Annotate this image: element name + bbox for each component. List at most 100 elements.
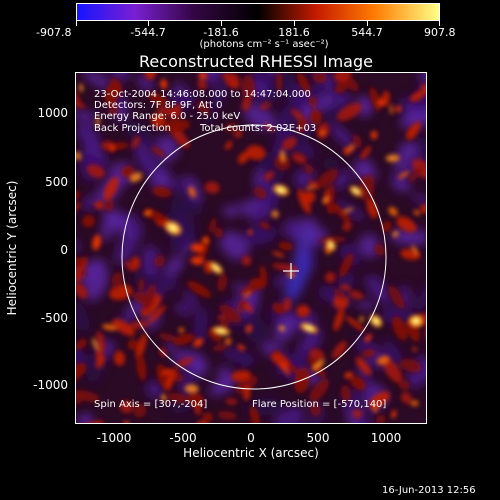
- colorbar-label: 181.6: [278, 26, 310, 39]
- heatmap-positive-blob: [129, 320, 148, 329]
- heatmap-negative-blob: [277, 104, 295, 131]
- colorbar-label: 544.7: [351, 26, 383, 39]
- heatmap-positive-blob: [396, 216, 417, 233]
- heatmap-positive-blob: [82, 214, 95, 228]
- heatmap-positive-blob: [381, 220, 392, 233]
- heatmap-hot-blob: [322, 196, 330, 204]
- x-tick-label: 1000: [370, 431, 402, 445]
- heatmap-negative-blob: [358, 234, 381, 259]
- heatmap-hot-blob: [278, 325, 286, 332]
- heatmap-positive-blob: [76, 283, 88, 299]
- heatmap-hot-blob: [397, 171, 410, 179]
- heatmap-positive-blob: [158, 333, 177, 342]
- heatmap-negative-blob: [414, 356, 426, 383]
- heatmap-hot-blob: [388, 206, 398, 217]
- heatmap-positive-blob: [194, 404, 201, 416]
- heatmap-positive-blob: [235, 375, 258, 394]
- heatmap-positive-blob: [217, 411, 237, 420]
- heatmap-positive-blob: [340, 384, 351, 403]
- heatmap-positive-blob: [334, 73, 352, 83]
- heatmap-hot-blob: [342, 207, 354, 213]
- heatmap-positive-blob: [241, 97, 251, 111]
- heatmap-negative-blob: [352, 158, 373, 177]
- heatmap-peak-core: [216, 328, 226, 334]
- heatmap-peak-core: [168, 224, 178, 232]
- heatmap-positive-blob: [103, 176, 119, 201]
- y-tick-label: 500: [45, 175, 68, 189]
- heatmap-negative-blob: [140, 245, 162, 277]
- heatmap-positive-blob: [274, 155, 291, 171]
- heatmap-positive-blob: [154, 255, 165, 267]
- heatmap-negative-blob: [103, 208, 130, 231]
- spin-axis-crosshair: [283, 263, 299, 279]
- heatmap-positive-blob: [104, 199, 114, 212]
- heatmap-positive-blob: [282, 297, 292, 312]
- colorbar: [76, 3, 440, 21]
- heatmap-hot-blob: [202, 237, 210, 244]
- heatmap-peak-core: [304, 325, 314, 331]
- heatmap-hot-blob: [343, 147, 351, 155]
- heatmap-positive-blob: [170, 126, 190, 149]
- heatmap-negative-blob: [381, 307, 413, 325]
- heatmap-negative-blob: [358, 412, 375, 423]
- heatmap-positive-blob: [124, 260, 137, 272]
- heatmap-hot-blob: [198, 73, 208, 80]
- heatmap-negative-blob: [76, 121, 97, 144]
- heatmap-negative-blob: [298, 413, 327, 423]
- heatmap-hot-blob: [109, 144, 115, 152]
- heatmap-negative-blob: [134, 139, 156, 177]
- solar-limb-circle: [121, 124, 387, 390]
- heatmap-negative-blob: [86, 374, 102, 384]
- colorbar-tick: [221, 21, 222, 26]
- heatmap-negative-blob: [243, 103, 276, 130]
- info-energy-range: Energy Range: 6.0 - 25.0 keV: [94, 111, 241, 122]
- heatmap-peak-core: [372, 317, 380, 325]
- heatmap-hot-blob: [319, 130, 326, 136]
- heatmap-negative-blob: [327, 121, 357, 150]
- heatmap-positive-blob: [176, 357, 194, 368]
- heatmap-positive-blob: [76, 256, 83, 267]
- heatmap-positive-blob: [231, 370, 251, 382]
- heatmap-peak-layer: [76, 73, 423, 423]
- heatmap-negative-blob: [174, 303, 191, 316]
- heatmap-negative-blob: [273, 407, 305, 423]
- heatmap-positive-blob: [112, 318, 136, 337]
- heatmap-negative-blob: [243, 225, 277, 245]
- heatmap-positive-blob: [398, 380, 411, 390]
- info-time-range: 23-Oct-2004 14:46:08.000 to 14:47:04.000: [94, 89, 311, 100]
- image-plot[interactable]: [75, 72, 427, 424]
- heatmap-negative-blob: [222, 205, 240, 217]
- colorbar-tick: [294, 21, 295, 26]
- heatmap-positive-blob: [224, 140, 233, 150]
- heatmap-hot-blob: [385, 154, 400, 162]
- heatmap-hot-blob: [218, 315, 224, 320]
- heatmap-positive-blob: [76, 362, 87, 383]
- heatmap-positive-blob: [304, 164, 314, 174]
- image-title: Reconstructed RHESSI Image: [139, 52, 373, 71]
- heatmap-positive-blob: [408, 167, 422, 183]
- heatmap-negative-blob: [175, 182, 189, 195]
- heatmap-positive-blob: [369, 87, 381, 112]
- heatmap-hot-blob: [161, 394, 167, 402]
- heatmap-positive-blob: [302, 190, 316, 204]
- heatmap-positive-blob: [236, 299, 248, 313]
- heatmap-positive-blob: [249, 277, 266, 289]
- heatmap-negative-blob: [383, 339, 404, 370]
- render-timestamp: 16-Jun-2013 12:56: [382, 485, 476, 496]
- heatmap-positive-blob: [361, 349, 376, 358]
- heatmap-positive-blob: [309, 348, 325, 361]
- heatmap-negative-blob: [273, 123, 290, 161]
- heatmap-positive-blob: [308, 179, 320, 190]
- heatmap-hot-blob: [279, 149, 286, 164]
- heatmap-hot-blob: [190, 243, 205, 253]
- heatmap-positive-blob: [217, 274, 228, 292]
- heatmap-positive-blob: [339, 252, 354, 277]
- heatmap-positive-blob: [242, 255, 252, 267]
- heatmap-negative-blob: [211, 79, 229, 110]
- heatmap-positive-blob: [263, 171, 275, 182]
- y-axis-label: Heliocentric Y (arcsec): [5, 180, 19, 316]
- heatmap-positive-blob: [148, 92, 168, 106]
- heatmap-hot-blob: [280, 362, 290, 376]
- y-tick-label: -1000: [33, 378, 68, 392]
- heatmap-positive-blob: [407, 121, 421, 139]
